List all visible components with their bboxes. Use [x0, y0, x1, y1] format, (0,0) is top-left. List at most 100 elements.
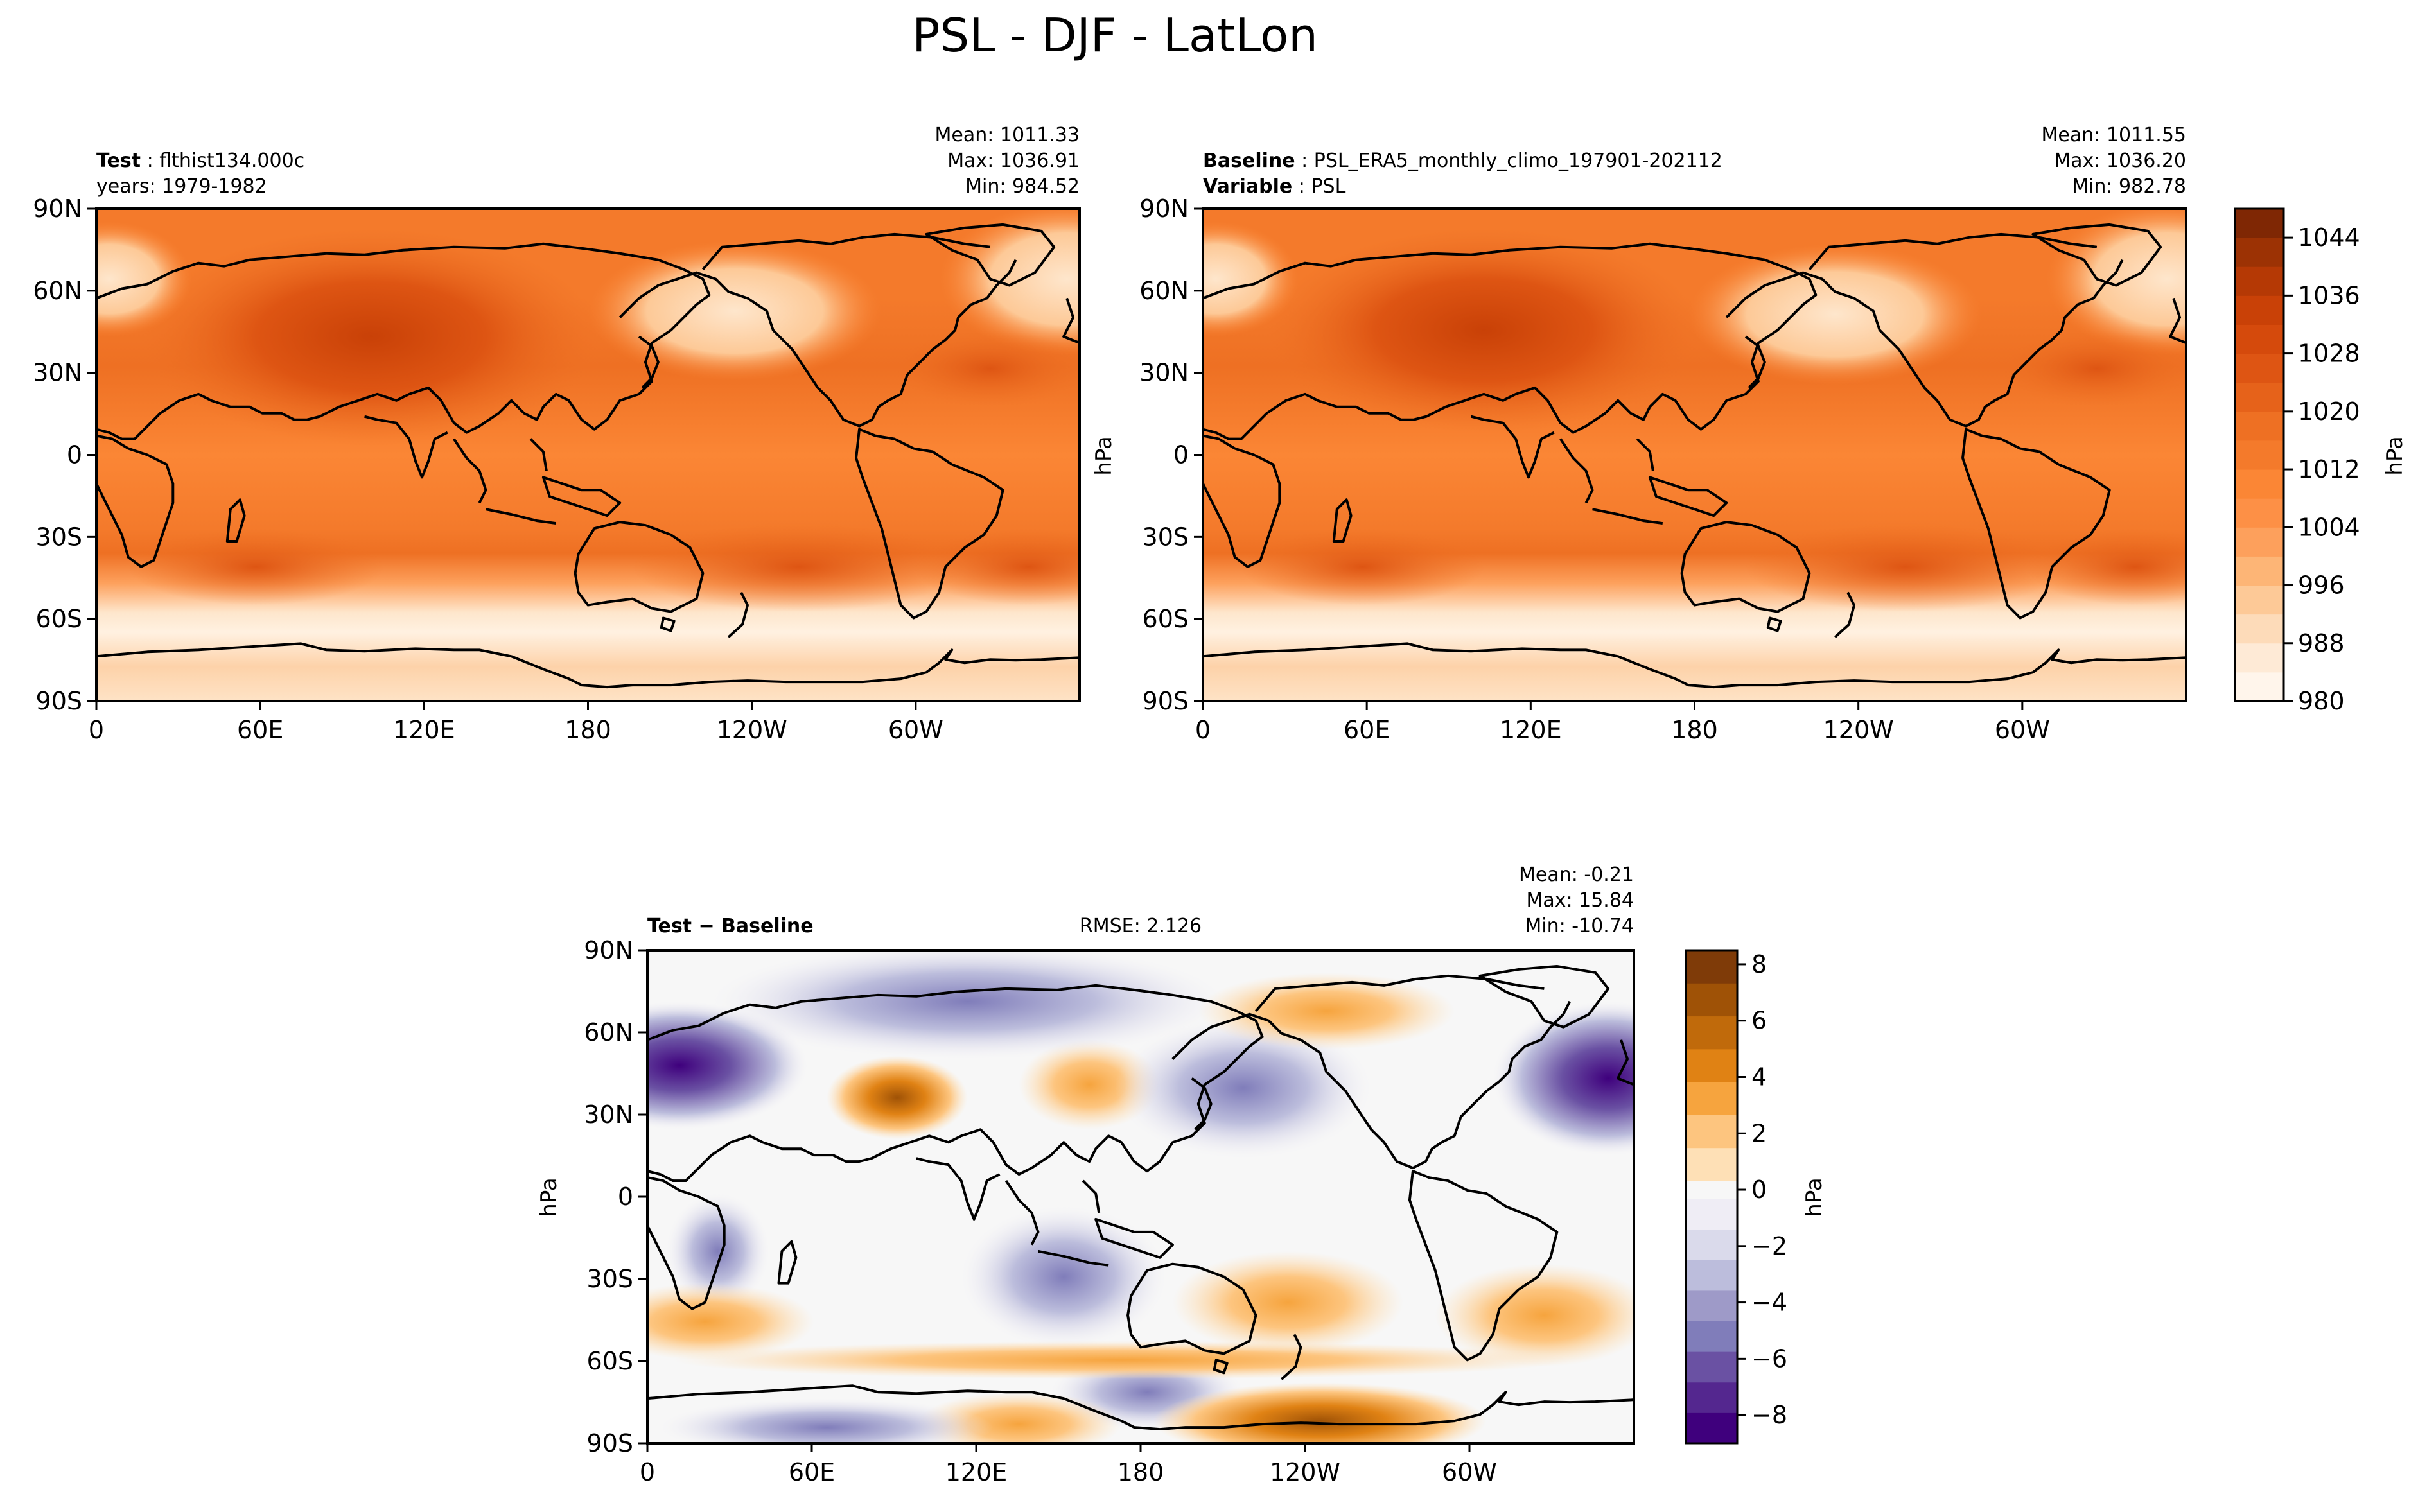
baseline-siberian-high	[1266, 227, 1701, 433]
test-siberian-high	[141, 227, 601, 446]
test-ytick-label: 0	[67, 441, 82, 469]
diff-ytick-label: 0	[618, 1183, 633, 1211]
absolute-colorbar-frame	[2234, 207, 2285, 702]
absolute-colorbar-tick-label: 1028	[2298, 340, 2360, 368]
baseline-ytick-label: 60S	[1143, 605, 1189, 633]
test-min: Min: 984.52	[965, 175, 1080, 198]
absolute-colorbar-tick-label: 980	[2298, 687, 2345, 715]
diff-colorbar-level	[1686, 1016, 1737, 1050]
diff-xaxis: 0 60E 120E 180 120W 60W	[640, 1443, 1497, 1486]
diff-panel: Test − Baseline RMSE: 2.126 Mean: -0.21 …	[536, 864, 1635, 1486]
test-nh-high	[894, 330, 1080, 407]
baseline-max: Max: 1036.20	[2054, 150, 2186, 172]
diff-xtick-label: 60W	[1442, 1458, 1497, 1486]
baseline-variable: Variable : PSL	[1203, 175, 1346, 198]
absolute-colorbar-level	[2235, 614, 2284, 644]
absolute-colorbar-level	[2235, 643, 2284, 673]
diff-colorbar-levels	[1686, 950, 1737, 1444]
diff-colorbar-level	[1686, 1048, 1737, 1082]
diff-colorbar-level	[1686, 1181, 1737, 1199]
diff-xtick-label: 0	[640, 1458, 655, 1486]
test-mean: Mean: 1011.33	[935, 124, 1080, 146]
absolute-colorbar: 980 988 996 1004 1012 1020 1028 1036 1044 hPa	[2234, 207, 2408, 715]
absolute-colorbar-level	[2235, 238, 2284, 267]
test-xtick-label: 120W	[717, 716, 787, 744]
baseline-xtick-label: 60E	[1344, 716, 1390, 744]
diff-pos-spac-1	[1172, 1251, 1403, 1354]
diff-min: Min: -10.74	[1525, 915, 1634, 937]
baseline-subtrop-high-2	[2026, 528, 2186, 605]
absolute-colorbar-level	[2235, 209, 2284, 238]
diff-ytick-label: 30N	[584, 1100, 633, 1129]
diff-neg-natl	[1493, 1001, 1634, 1156]
diff-pos-subantarctic	[672, 1341, 1570, 1380]
test-ytick-label: 90N	[33, 195, 82, 223]
baseline-ytick-label: 30S	[1143, 523, 1189, 551]
test-yaxis: 90N 60N 30N 0 30S 60S 90S	[33, 195, 96, 715]
absolute-colorbar-tick-label: 1020	[2298, 397, 2360, 426]
diff-yaxis: 90N 60N 30N 0 30S 60S 90S	[584, 936, 647, 1457]
diff-colorbar-level	[1686, 1412, 1737, 1444]
test-ytick-label: 60S	[36, 605, 82, 633]
diff-colorbar-level	[1686, 1351, 1737, 1383]
diff-xtick-label: 120W	[1270, 1458, 1340, 1486]
diff-pos-antarctic-w	[1153, 1382, 1487, 1443]
diff-colorbar-level	[1686, 1082, 1737, 1115]
diff-colorbar-level	[1686, 1260, 1737, 1291]
diff-pos-spac-2	[1435, 1264, 1634, 1367]
test-xtick-label: 60W	[888, 716, 943, 744]
diff-neg-africa	[666, 1194, 769, 1309]
test-subtrop-high-3	[128, 528, 384, 605]
diff-colorbar-level	[1686, 983, 1737, 1017]
diff-colorbar-tick-label: −8	[1751, 1401, 1787, 1429]
diff-colorbar-level	[1686, 1290, 1737, 1322]
baseline-ytick-label: 90N	[1139, 195, 1189, 223]
test-ytick-label: 60N	[33, 277, 82, 305]
diff-colorbar-tick-label: −4	[1751, 1289, 1787, 1317]
absolute-colorbar-label: hPa	[2382, 436, 2408, 475]
diff-pos-tibet	[827, 1056, 968, 1140]
absolute-colorbar-level	[2235, 527, 2284, 557]
diff-colorbar-tick-label: 4	[1751, 1063, 1767, 1091]
baseline-xaxis: 0 60E 120E 180 120W 60W	[1195, 701, 2050, 744]
test-panel: Test : flthist134.000c years: 1979-1982 …	[33, 124, 1081, 744]
diff-colorbar-tick-label: 2	[1751, 1119, 1767, 1147]
baseline-ylabel: hPa	[1091, 436, 1117, 475]
absolute-colorbar-tick-label: 1004	[2298, 513, 2360, 541]
diff-max: Max: 15.84	[1526, 889, 1634, 912]
diff-colorbar-tick-label: 6	[1751, 1007, 1767, 1035]
absolute-colorbar-ticks: 980 988 996 1004 1012 1020 1028 1036 1044	[2284, 223, 2360, 715]
test-map	[96, 209, 1080, 701]
diff-xtick-label: 60E	[789, 1458, 835, 1486]
baseline-mean: Mean: 1011.55	[2042, 124, 2186, 146]
diff-colorbar-label: hPa	[1801, 1177, 1827, 1217]
figure-title: PSL - DJF - LatLon	[912, 8, 1318, 62]
diff-colorbar-frame	[1685, 949, 1739, 1445]
absolute-colorbar-levels	[2235, 209, 2284, 702]
test-xtick-label: 120E	[393, 716, 455, 744]
test-subtrop-high-1	[633, 522, 965, 612]
baseline-ytick-label: 90S	[1143, 687, 1189, 715]
test-xaxis: 0 60E 120E 180 120W 60W	[89, 701, 943, 744]
test-years: years: 1979-1982	[96, 175, 267, 198]
diff-colorbar-tick-label: 8	[1751, 950, 1767, 978]
absolute-colorbar-level	[2235, 672, 2284, 702]
diff-neg-antarctic-e	[660, 1398, 994, 1443]
absolute-colorbar-level	[2235, 411, 2284, 441]
test-ytick-label: 30N	[33, 359, 82, 387]
absolute-colorbar-level	[2235, 324, 2284, 354]
diff-xtick-label: 120E	[945, 1458, 1008, 1486]
absolute-colorbar-level	[2235, 295, 2284, 325]
test-aleutian-low	[588, 240, 882, 381]
absolute-colorbar-tick-label: 988	[2298, 629, 2345, 657]
baseline-yaxis: 90N 60N 30N 0 30S 60S 90S	[1139, 195, 1203, 715]
absolute-colorbar-tick-label: 1036	[2298, 281, 2360, 309]
test-subtrop-high-2	[913, 528, 1080, 605]
absolute-colorbar-level	[2235, 266, 2284, 296]
baseline-ytick-label: 0	[1173, 441, 1189, 469]
test-icelandic-low-west	[96, 221, 193, 337]
absolute-colorbar-level	[2235, 556, 2284, 586]
diff-ytick-label: 60N	[584, 1018, 633, 1047]
diff-colorbar-ticks: −8 −6 −4 −2 0 2 4 6 8	[1737, 950, 1787, 1429]
